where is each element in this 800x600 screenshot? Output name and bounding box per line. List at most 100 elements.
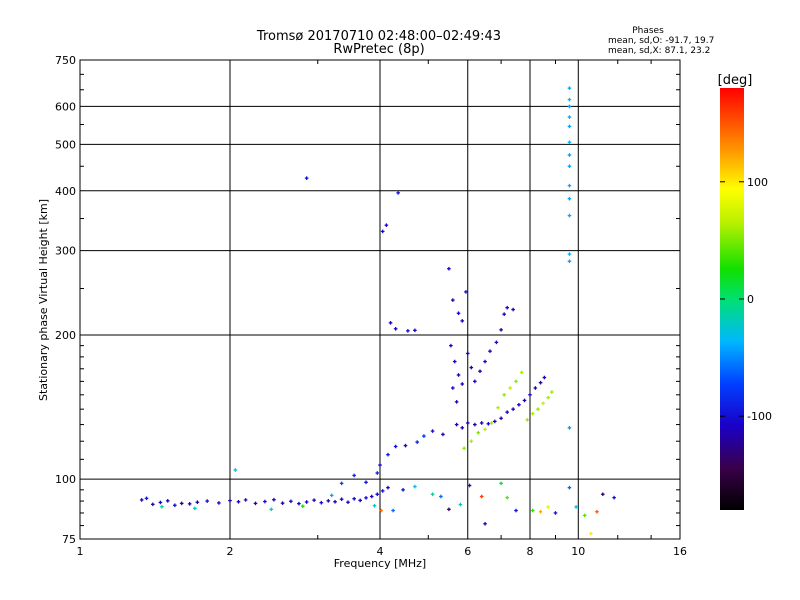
data-point — [329, 493, 334, 498]
axis-ticks: 1 2 4 6 8 10 16 75 100 200 300 400 500 600 750 — [55, 54, 687, 558]
data-point — [567, 115, 572, 119]
x-axis-label: Frequency [MHz] — [334, 557, 426, 570]
data-point — [449, 343, 453, 348]
data-point — [483, 427, 487, 432]
data-point — [473, 422, 477, 427]
data-point — [393, 444, 398, 449]
colorbar-tick-label: 100 — [747, 176, 768, 189]
data-point — [195, 500, 200, 505]
data-point — [589, 531, 593, 536]
data-point — [499, 328, 503, 332]
data-point — [514, 508, 518, 513]
data-point — [550, 390, 554, 394]
data-point — [289, 499, 293, 504]
data-point — [386, 485, 390, 490]
data-point — [451, 298, 455, 302]
data-point — [217, 501, 221, 505]
data-point — [582, 513, 587, 518]
data-point — [464, 290, 468, 294]
x-tick-label: 1 — [77, 545, 84, 558]
data-point — [454, 400, 459, 404]
data-point — [519, 370, 524, 375]
chart-subtitle: RwPretec (8p) — [333, 42, 424, 57]
data-point — [447, 507, 451, 512]
data-point — [447, 266, 451, 271]
data-point — [369, 494, 374, 499]
grid-lines — [80, 60, 680, 539]
data-point — [319, 500, 324, 505]
data-point — [413, 484, 417, 489]
data-points — [139, 86, 616, 536]
data-point — [243, 498, 248, 502]
data-point — [567, 213, 572, 218]
data-point — [205, 499, 209, 503]
data-point — [612, 495, 616, 500]
data-point — [384, 223, 389, 227]
data-point — [541, 401, 545, 406]
data-point — [502, 393, 506, 397]
data-point — [228, 498, 232, 503]
data-point — [391, 508, 395, 513]
data-point — [272, 497, 276, 502]
data-point — [567, 485, 572, 490]
data-point — [499, 416, 503, 421]
data-point — [479, 421, 484, 425]
data-point — [352, 496, 356, 501]
x-tick-label: 6 — [464, 545, 471, 558]
data-point — [502, 312, 506, 316]
data-point — [413, 328, 417, 333]
y-tick-label: 600 — [55, 100, 76, 113]
data-point — [422, 434, 426, 438]
data-point — [476, 430, 481, 435]
y-tick-label: 750 — [55, 54, 76, 67]
data-point — [160, 504, 164, 509]
data-point — [601, 492, 605, 497]
colorbar-ticks: 100 0 -100 — [720, 176, 772, 423]
data-point — [151, 502, 155, 507]
data-point — [253, 501, 258, 506]
data-point — [158, 500, 163, 505]
data-point — [511, 407, 515, 411]
data-point — [346, 500, 350, 505]
data-point — [364, 480, 368, 485]
data-point — [179, 501, 184, 506]
data-point — [496, 405, 500, 410]
data-point — [193, 506, 197, 511]
data-point — [439, 494, 443, 499]
data-point — [326, 499, 331, 503]
data-point — [378, 463, 382, 467]
data-point — [388, 321, 393, 325]
data-point — [297, 501, 301, 506]
data-point — [542, 375, 547, 380]
data-point — [333, 499, 337, 504]
data-point — [479, 494, 484, 499]
data-point — [312, 498, 316, 502]
data-point — [236, 499, 241, 504]
y-tick-label: 500 — [55, 138, 76, 151]
data-point — [567, 97, 572, 102]
data-point — [505, 305, 509, 310]
data-point — [144, 496, 149, 501]
data-point — [441, 432, 445, 437]
data-point — [538, 509, 543, 514]
data-point — [567, 252, 572, 256]
data-point — [514, 379, 518, 384]
data-point — [505, 495, 509, 500]
data-point — [233, 468, 238, 472]
data-point — [339, 497, 344, 502]
data-point — [460, 382, 465, 386]
x-tick-label: 4 — [377, 545, 384, 558]
data-point — [538, 380, 543, 385]
data-point — [280, 501, 285, 505]
data-point — [530, 508, 535, 513]
y-tick-label: 400 — [55, 185, 76, 198]
data-point — [567, 196, 572, 201]
data-point — [339, 481, 344, 486]
data-point — [465, 351, 470, 356]
data-point — [452, 359, 457, 364]
data-point — [508, 386, 512, 390]
y-tick-label: 75 — [62, 533, 76, 546]
y-tick-label: 300 — [55, 245, 76, 258]
data-point — [379, 508, 383, 513]
